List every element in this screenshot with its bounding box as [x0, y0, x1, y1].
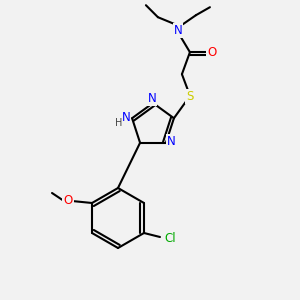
Text: O: O	[63, 194, 73, 208]
Text: Cl: Cl	[164, 232, 176, 245]
Text: O: O	[207, 46, 217, 59]
Text: N: N	[173, 24, 182, 37]
Text: N: N	[167, 135, 175, 148]
Text: N: N	[122, 111, 130, 124]
Text: N: N	[148, 92, 156, 106]
Text: S: S	[186, 90, 194, 103]
Text: H: H	[116, 118, 123, 128]
